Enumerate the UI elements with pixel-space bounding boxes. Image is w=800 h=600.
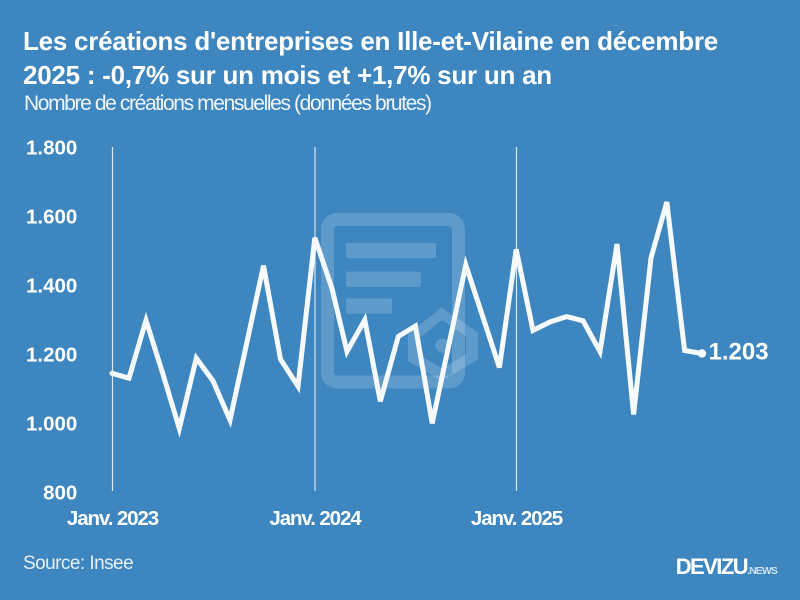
svg-text:1.600: 1.600	[26, 205, 77, 228]
svg-text:1.800: 1.800	[26, 136, 77, 159]
svg-text:Janv. 2023: Janv. 2023	[67, 507, 159, 530]
svg-text:1.400: 1.400	[26, 274, 77, 297]
svg-text:800: 800	[43, 481, 77, 504]
svg-text:1.203: 1.203	[709, 339, 769, 366]
svg-text:1.000: 1.000	[26, 412, 77, 435]
svg-text:Janv. 2024: Janv. 2024	[269, 507, 362, 530]
svg-text:1.200: 1.200	[26, 343, 77, 366]
svg-text:Janv. 2025: Janv. 2025	[471, 507, 563, 530]
